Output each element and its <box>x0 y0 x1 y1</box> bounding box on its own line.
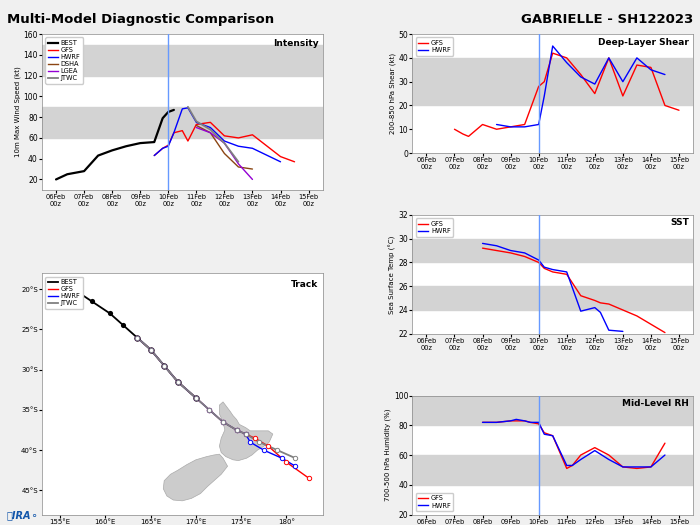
Point <box>145 345 156 354</box>
Point <box>253 438 265 446</box>
Point <box>132 333 143 342</box>
Point <box>145 345 156 354</box>
Point <box>132 333 143 342</box>
Bar <box>412 396 693 425</box>
Text: SST: SST <box>670 218 689 227</box>
Point <box>118 321 129 330</box>
Y-axis label: 700-500 hPa Humidity (%): 700-500 hPa Humidity (%) <box>384 409 391 501</box>
Point <box>86 297 97 306</box>
Bar <box>42 107 323 138</box>
Point <box>240 430 251 438</box>
Point <box>159 362 170 370</box>
Bar <box>412 286 693 310</box>
Point <box>159 362 170 370</box>
Point <box>240 430 251 438</box>
Point <box>272 446 283 454</box>
Text: Track: Track <box>291 280 318 289</box>
Point <box>172 377 183 386</box>
Bar <box>412 239 693 262</box>
Point <box>132 333 143 342</box>
Polygon shape <box>219 402 273 460</box>
Point <box>190 394 202 402</box>
Point <box>190 394 202 402</box>
Text: Multi-Model Diagnostic Comparison: Multi-Model Diagnostic Comparison <box>7 13 274 26</box>
Polygon shape <box>163 454 228 501</box>
Point <box>258 446 270 454</box>
Y-axis label: 10m Max Wind Speed (kt): 10m Max Wind Speed (kt) <box>14 67 20 158</box>
Point <box>104 309 116 318</box>
Point <box>218 418 229 426</box>
Point <box>172 377 183 386</box>
Point <box>240 430 251 438</box>
Point <box>262 442 274 450</box>
Text: Deep-Layer Shear: Deep-Layer Shear <box>598 38 689 47</box>
Text: GABRIELLE - SH122023: GABRIELLE - SH122023 <box>521 13 693 26</box>
Point <box>249 434 260 442</box>
Point <box>281 458 292 466</box>
Point <box>172 377 183 386</box>
Y-axis label: Sea Surface Temp (°C): Sea Surface Temp (°C) <box>389 235 396 313</box>
Bar <box>42 45 323 76</box>
Legend: GFS, HWRF: GFS, HWRF <box>416 37 454 56</box>
Point <box>290 462 301 470</box>
Y-axis label: 200-850 hPa Shear (kt): 200-850 hPa Shear (kt) <box>389 53 396 134</box>
Point <box>132 333 143 342</box>
Point <box>218 418 229 426</box>
Point <box>231 426 242 434</box>
Legend: BEST, GFS, HWRF, JTWC: BEST, GFS, HWRF, JTWC <box>46 277 83 309</box>
Point <box>159 362 170 370</box>
Point <box>218 418 229 426</box>
Text: Intensity: Intensity <box>273 39 318 48</box>
Point <box>303 474 314 482</box>
Point <box>190 394 202 402</box>
Point <box>204 406 215 414</box>
Point <box>132 333 143 342</box>
Point <box>172 377 183 386</box>
Point <box>231 426 242 434</box>
Legend: BEST, GFS, HWRF, DSHA, LGEA, JTWC: BEST, GFS, HWRF, DSHA, LGEA, JTWC <box>46 37 83 84</box>
Point <box>290 454 301 463</box>
Point <box>145 345 156 354</box>
Point <box>276 454 288 463</box>
Text: Mid-Level RH: Mid-Level RH <box>622 399 689 408</box>
Point <box>231 426 242 434</box>
Point <box>145 345 156 354</box>
Point <box>244 438 256 446</box>
Bar <box>412 455 693 485</box>
Point <box>159 362 170 370</box>
Point <box>204 406 215 414</box>
Bar <box>412 58 693 106</box>
Legend: GFS, HWRF: GFS, HWRF <box>416 218 454 237</box>
Text: ⒸIRA⚬: ⒸIRA⚬ <box>7 510 40 520</box>
Legend: GFS, HWRF: GFS, HWRF <box>416 493 454 511</box>
Point <box>190 394 202 402</box>
Point <box>204 406 215 414</box>
Point <box>68 285 79 293</box>
